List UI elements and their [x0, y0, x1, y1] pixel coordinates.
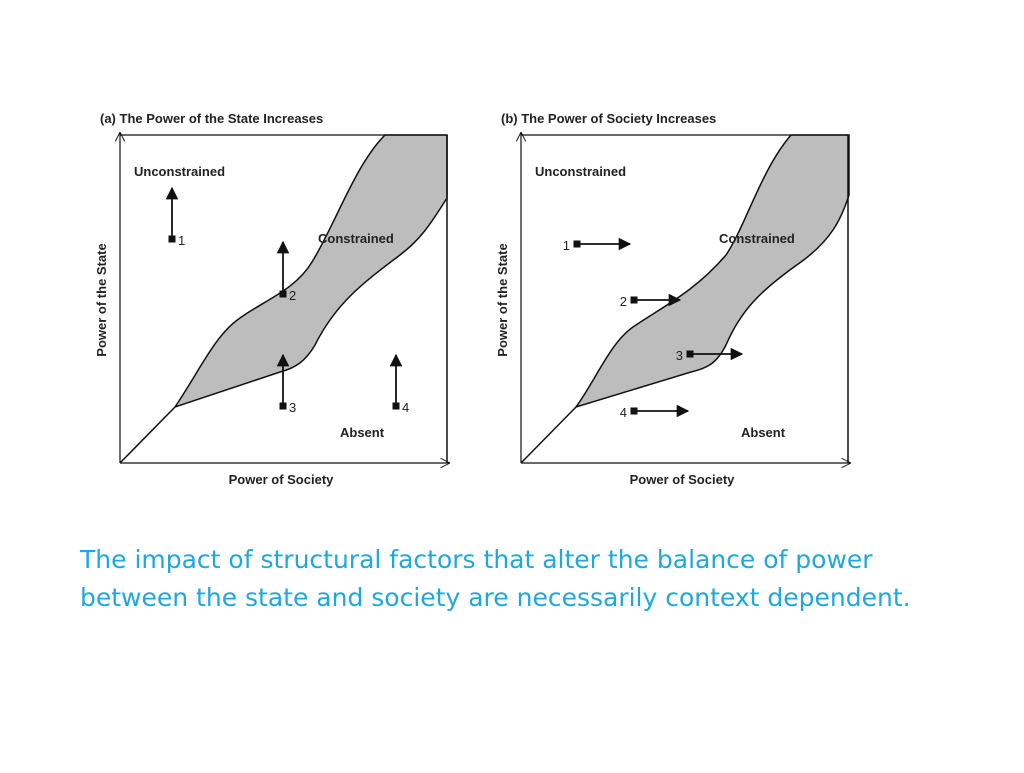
- point-label: 1: [178, 233, 185, 248]
- x-axis-label: Power of Society: [229, 472, 335, 487]
- region-label: Absent: [340, 425, 385, 440]
- region-label: Unconstrained: [535, 164, 626, 179]
- region-label: Constrained: [318, 231, 394, 246]
- point-label: 3: [676, 348, 683, 363]
- diagram-panel: (a) The Power of the State Increases Unco…: [94, 111, 449, 487]
- point-label: 4: [402, 400, 409, 415]
- diagonal: [520, 406, 577, 464]
- point-label: 4: [620, 405, 627, 420]
- point-label: 1: [563, 238, 570, 253]
- panel-title: (b) The Power of Society Increases: [501, 111, 716, 126]
- point-label: 3: [289, 400, 296, 415]
- x-axis-label: Power of Society: [630, 472, 736, 487]
- caption-line: The impact of structural factors that al…: [79, 545, 873, 574]
- region-label: Constrained: [719, 231, 795, 246]
- point-marker: [630, 407, 638, 415]
- point-marker: [279, 402, 287, 410]
- region-label: Absent: [741, 425, 786, 440]
- point-marker: [630, 296, 638, 304]
- point-label: 2: [289, 288, 296, 303]
- panel-title: (a) The Power of the State Increases: [100, 111, 323, 126]
- point-label: 2: [620, 294, 627, 309]
- diagonal: [119, 406, 176, 464]
- point-marker: [279, 290, 287, 298]
- y-axis-label: Power of the State: [495, 243, 510, 356]
- point-marker: [168, 235, 176, 243]
- y-axis-label: Power of the State: [94, 243, 109, 356]
- diagram-panel: (b) The Power of Society Increases Uncons…: [495, 111, 850, 487]
- caption-line: between the state and society are necess…: [80, 583, 911, 612]
- region-label: Unconstrained: [134, 164, 225, 179]
- point-marker: [392, 402, 400, 410]
- point-marker: [686, 350, 694, 358]
- point-marker: [573, 240, 581, 248]
